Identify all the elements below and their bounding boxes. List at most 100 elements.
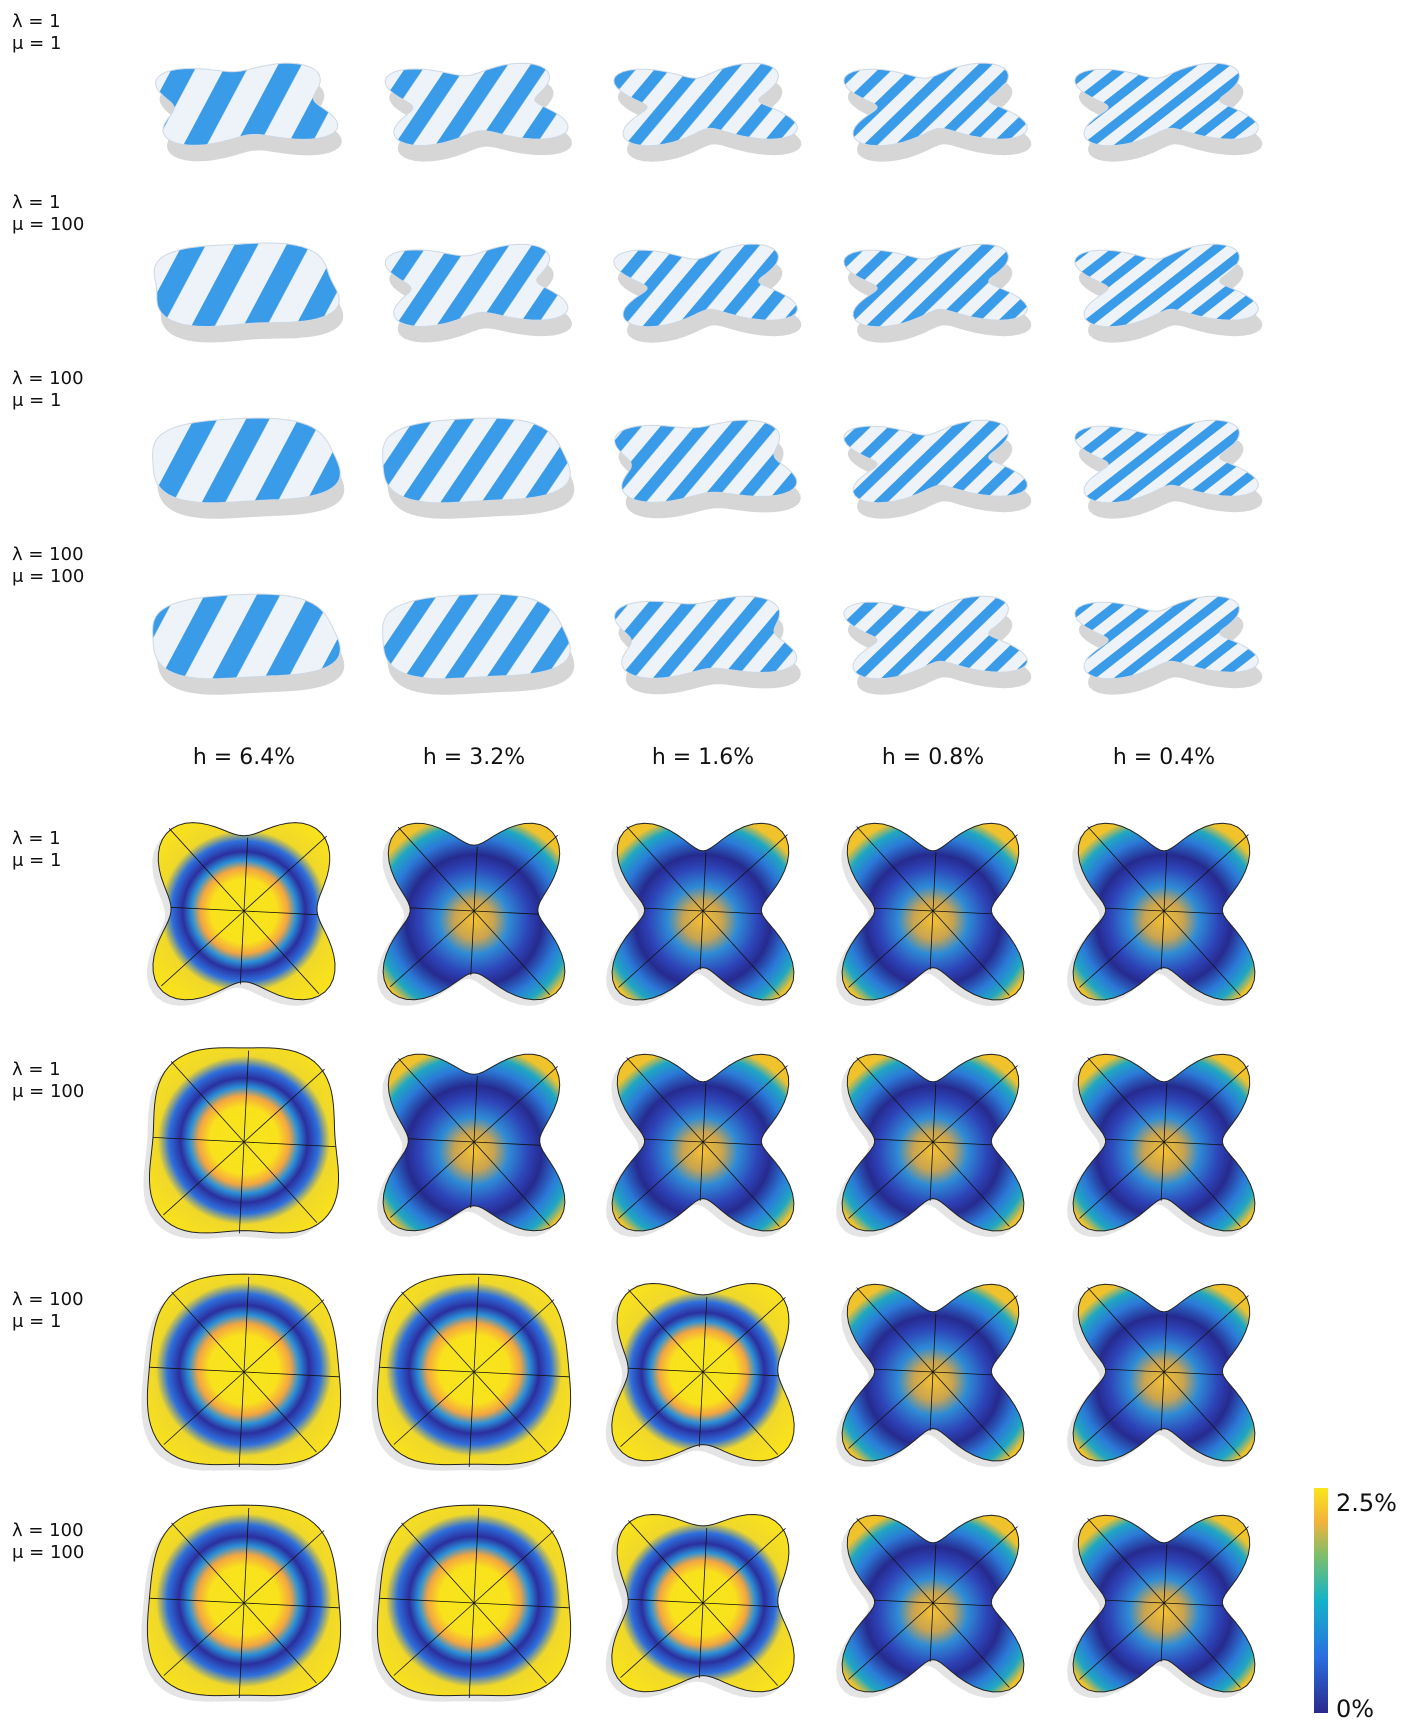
seam-line [393,1371,475,1445]
seam-line [473,1602,570,1609]
mu-label: μ = 100 [12,566,84,587]
seam-line [1163,910,1241,996]
seam-line [239,910,245,985]
seam-line [243,1530,325,1604]
seam-line [702,1141,762,1146]
seam-line [1079,910,1165,988]
seam-line [932,1083,937,1143]
seam-line [702,1371,779,1377]
colorbar-min-label: 0% [1336,1695,1374,1723]
seam-line [702,1065,788,1143]
seam-line [243,910,318,916]
seam-line [702,1297,786,1373]
seam-line [856,1518,934,1604]
seam-line [848,1141,934,1219]
mu-label: μ = 100 [12,214,84,235]
seam-line [1160,1602,1165,1662]
seam-line [473,1276,480,1373]
seam-line [473,1371,570,1378]
seam-line [171,1291,245,1373]
seam-line [1105,907,1165,912]
stripe-shape [152,417,341,504]
stripe-shape [843,595,1028,680]
seam-line [702,1527,708,1604]
stripe-shape [1074,595,1259,680]
seam-line [243,910,320,994]
stripe-shape [613,243,798,328]
seam-line [1163,1371,1223,1376]
seam-line [1163,1141,1241,1227]
seam-line [398,1058,475,1143]
seam-line [699,1141,704,1201]
seam-line [874,1368,934,1373]
seam-line [1163,1371,1241,1457]
seam-line [243,1050,249,1143]
seam-line [932,1313,937,1373]
seam-line [856,1287,934,1373]
seam-line [473,1602,547,1684]
seam-line [848,1602,934,1680]
seam-line [848,1371,934,1449]
seam-line [929,910,934,970]
seam-line [378,1366,475,1373]
seam-line [243,1141,336,1147]
seam-line [702,1371,778,1455]
stripe-shape [843,243,1028,328]
seam-line [698,1371,704,1448]
seam-line [1163,1526,1249,1604]
seam-line [401,1291,475,1373]
seam-line [168,828,245,912]
mu-label: μ = 100 [12,1542,84,1563]
seam-line [932,834,1018,912]
lambda-label: λ = 100 [12,1289,84,1310]
stripe-shape [153,242,340,328]
colorbar [1314,1488,1328,1713]
stripe-shape [613,419,798,503]
seam-line [1160,910,1165,970]
seam-line [473,1299,555,1373]
seam-line [243,837,249,912]
mu-label: μ = 1 [12,390,61,411]
seam-line [171,1522,245,1604]
seam-line [702,1296,708,1373]
seam-line [243,1299,325,1373]
seam-line [473,910,539,915]
seam-line [243,1276,250,1373]
seam-line [473,1530,555,1604]
seam-line [1163,834,1249,912]
seam-line [470,1141,475,1209]
seam-line [702,1602,779,1608]
seam-line [163,1141,245,1216]
seam-line [620,1371,704,1447]
mu-label: μ = 1 [12,33,61,54]
seam-line [874,907,934,912]
seam-line [932,1371,1010,1457]
seam-line [1163,910,1223,915]
stripe-shape [152,593,341,680]
lambda-label: λ = 100 [12,544,84,565]
stripe-shape [1074,62,1259,147]
seam-line [148,1597,245,1604]
seam-line [243,1507,250,1604]
stripe-shape [1074,419,1259,504]
column-label: h = 1.6% [652,745,754,770]
seam-line [698,1602,704,1679]
seam-line [473,834,559,912]
seam-line [473,1141,541,1146]
seam-line [932,910,992,915]
seam-line [932,1602,1010,1688]
seam-line [874,1138,934,1143]
seam-line [929,1141,934,1201]
seam-line [409,907,475,912]
seam-line [170,1061,245,1143]
stripe-shape [843,419,1028,504]
seam-line [702,1141,780,1227]
seam-line [932,1065,1018,1143]
stripe-shape [382,593,571,680]
colorbar-max-label: 2.5% [1336,1489,1397,1517]
lambda-label: λ = 1 [12,828,61,849]
seam-line [702,910,762,915]
seam-line [848,910,934,988]
seam-line [929,1602,934,1662]
